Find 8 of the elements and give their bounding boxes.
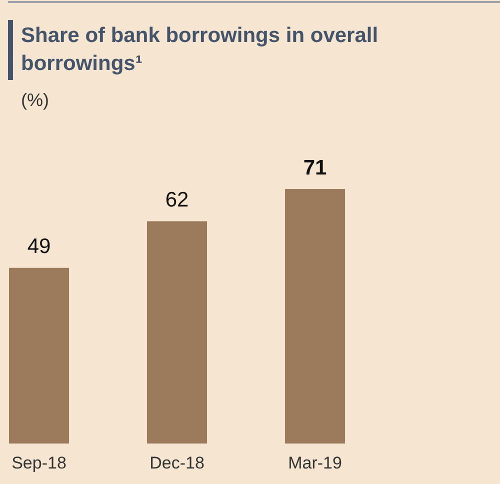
x-tick-label: Dec-18 [150,453,204,472]
data-label: 71 [303,156,327,180]
x-tick-label: Mar-19 [288,453,342,472]
x-tick-label: Sep-18 [12,453,66,472]
chart-title: Share of bank borrowings in overall borrowings¹ [21,23,380,77]
chart-subtitle: (%) [21,90,49,111]
data-label: 62 [165,188,189,212]
data-label: 49 [27,235,51,258]
